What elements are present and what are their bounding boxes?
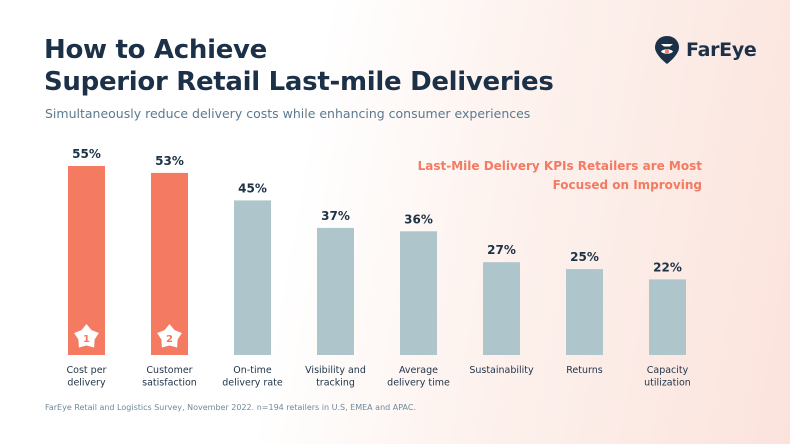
category-label: satisfaction (142, 378, 197, 389)
data-label: 36% (404, 212, 433, 226)
bar-chart: 55% Cost per delivery 1 53% Customer satisfact… (67, 147, 691, 389)
bar (68, 166, 105, 355)
category-label: Sustainability (469, 365, 534, 376)
bar (566, 269, 603, 355)
data-label: 37% (321, 209, 350, 223)
title-line-2: Superior Retail Last-mile Deliveries (44, 67, 554, 97)
category-label: Returns (566, 365, 603, 376)
category-label: delivery (67, 378, 106, 389)
chart-title: Last-Mile Delivery KPIs Retailers are Mo… (418, 157, 702, 195)
rank-number: 2 (166, 334, 173, 345)
category-label: delivery time (387, 378, 450, 389)
bar (649, 279, 686, 355)
source-footnote: FarEye Retail and Logistics Survey, Nove… (45, 403, 417, 412)
category-label: On-time (233, 365, 272, 376)
bar (317, 227, 354, 355)
bar (234, 200, 271, 355)
bar (483, 262, 520, 355)
data-label: 27% (487, 243, 516, 257)
category-label: Visibility and (305, 365, 366, 376)
category-label: Customer (146, 365, 192, 376)
data-label: 53% (155, 154, 184, 168)
page-subtitle: Simultaneously reduce delivery costs whi… (45, 106, 531, 121)
chart-title-line-1: Last-Mile Delivery KPIs Retailers are Mo… (417, 159, 702, 173)
data-label: 22% (653, 260, 682, 274)
page-title: How to Achieve Superior Retail Last-mile… (44, 34, 554, 98)
rank-star-icon (74, 324, 99, 348)
data-label: 55% (72, 147, 101, 161)
category-label: tracking (316, 378, 355, 389)
chart-title-line-2: Focused on Improving (552, 178, 702, 192)
fareye-map-pin-logo-icon (655, 36, 679, 64)
brand-name: FarEye (686, 39, 757, 61)
category-label: utilization (644, 378, 691, 389)
data-label: 45% (238, 181, 267, 195)
data-label: 25% (570, 250, 599, 264)
title-line-1: How to Achieve (44, 35, 268, 65)
rank-star-icon (157, 324, 182, 348)
category-label: Average (399, 365, 438, 376)
brand-logo: FarEye (652, 34, 757, 66)
category-label: Cost per (67, 365, 107, 376)
bar (400, 231, 437, 355)
category-label: Capacity (647, 365, 689, 376)
rank-number: 1 (83, 334, 90, 345)
category-label: delivery rate (222, 378, 283, 389)
